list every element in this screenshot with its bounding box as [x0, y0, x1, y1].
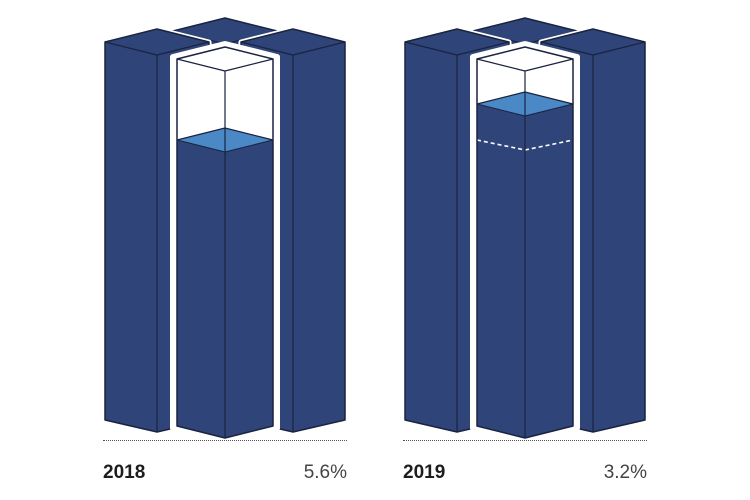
baseline-divider [103, 440, 347, 441]
year-label: 2018 [103, 462, 146, 483]
column-gauge-2018 [103, 15, 348, 443]
panel-2018: 2018 5.6% [103, 0, 353, 500]
baseline-divider [403, 440, 647, 441]
value-label: 3.2% [603, 462, 647, 483]
column-gauge-2019 [403, 15, 648, 443]
panel-2019: 2019 3.2% [403, 0, 653, 500]
year-label: 2019 [403, 462, 446, 483]
value-label: 5.6% [303, 462, 347, 483]
